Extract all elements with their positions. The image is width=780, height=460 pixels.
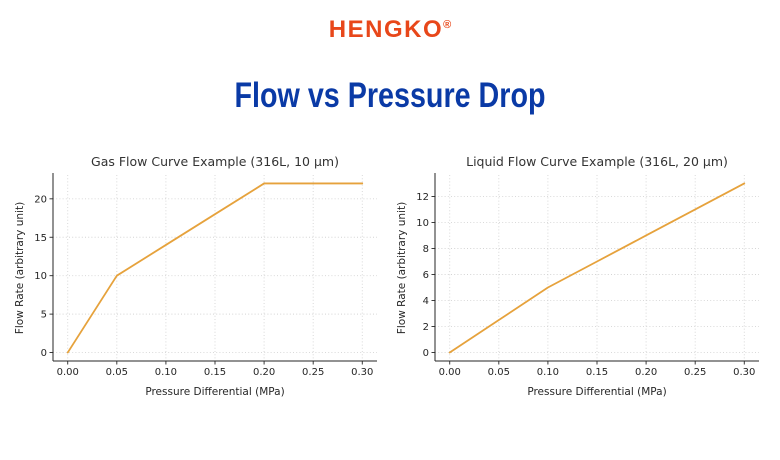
x-tick-label: 0.00 — [439, 367, 461, 378]
plot-area: 0.00 0.05 0.10 0.15 0.20 0.25 0.30 0 2 4 6 8 10 12 — [416, 173, 759, 378]
x-tick-label: 0.05 — [106, 367, 128, 378]
y-tick-label: 6 — [423, 270, 429, 281]
flow-curve-line — [66, 182, 364, 354]
y-axis-label: Flow Rate (arbitrary unit) — [14, 202, 26, 334]
x-axis-label: Pressure Differential (MPa) — [145, 386, 284, 398]
y-tick-label: 10 — [416, 218, 429, 229]
x-tick-label: 0.10 — [537, 367, 559, 378]
y-tick-label: 10 — [34, 271, 47, 282]
gas-flow-chart-svg: Gas Flow Curve Example (316L, 10 μm) Pre… — [14, 154, 377, 398]
y-tick-label: 12 — [416, 192, 429, 203]
x-tick-label: 0.30 — [351, 367, 373, 378]
x-tick-label: 0.25 — [302, 367, 324, 378]
y-tick-label: 20 — [34, 194, 47, 205]
y-tick-label: 5 — [41, 310, 47, 321]
y-tick-label: 0 — [41, 348, 47, 359]
chart-title: Gas Flow Curve Example (316L, 10 μm) — [91, 154, 339, 169]
y-tick-label: 4 — [423, 296, 429, 307]
brand-logo: HENGKO® — [0, 12, 780, 43]
brand-logo-text: HENGKO — [328, 16, 444, 43]
gas-flow-chart: Gas Flow Curve Example (316L, 10 μm) Pre… — [13, 151, 385, 404]
x-tick-label: 0.30 — [733, 367, 755, 378]
x-tick-label: 0.15 — [586, 367, 608, 378]
y-axis-label: Flow Rate (arbitrary unit) — [396, 202, 408, 334]
x-tick-label: 0.00 — [57, 367, 79, 378]
x-tick-label: 0.10 — [155, 367, 177, 378]
y-tick-label: 15 — [34, 233, 47, 244]
y-tick-label: 2 — [423, 322, 429, 333]
y-tick-label: 0 — [423, 348, 429, 359]
page-header: HENGKO® Flow vs Pressure Drop — [0, 12, 780, 115]
page-title: Flow vs Pressure Drop — [234, 76, 546, 115]
registered-mark-icon: ® — [443, 19, 452, 31]
x-tick-label: 0.05 — [488, 367, 510, 378]
x-tick-label: 0.15 — [204, 367, 226, 378]
x-axis-label: Pressure Differential (MPa) — [527, 386, 666, 398]
liquid-flow-chart-svg: Liquid Flow Curve Example (316L, 20 μm) … — [396, 154, 759, 398]
x-tick-label: 0.20 — [253, 367, 275, 378]
plot-area: 0.00 0.05 0.10 0.15 0.20 0.25 0.30 0 5 10 15 20 — [34, 173, 377, 378]
chart-title: Liquid Flow Curve Example (316L, 20 μm) — [466, 154, 728, 169]
liquid-flow-chart: Liquid Flow Curve Example (316L, 20 μm) … — [395, 151, 767, 404]
charts-row: Gas Flow Curve Example (316L, 10 μm) Pre… — [0, 151, 780, 404]
y-tick-label: 8 — [423, 244, 429, 255]
x-tick-label: 0.20 — [635, 367, 657, 378]
flow-curve-line — [448, 182, 746, 354]
x-tick-label: 0.25 — [684, 367, 706, 378]
